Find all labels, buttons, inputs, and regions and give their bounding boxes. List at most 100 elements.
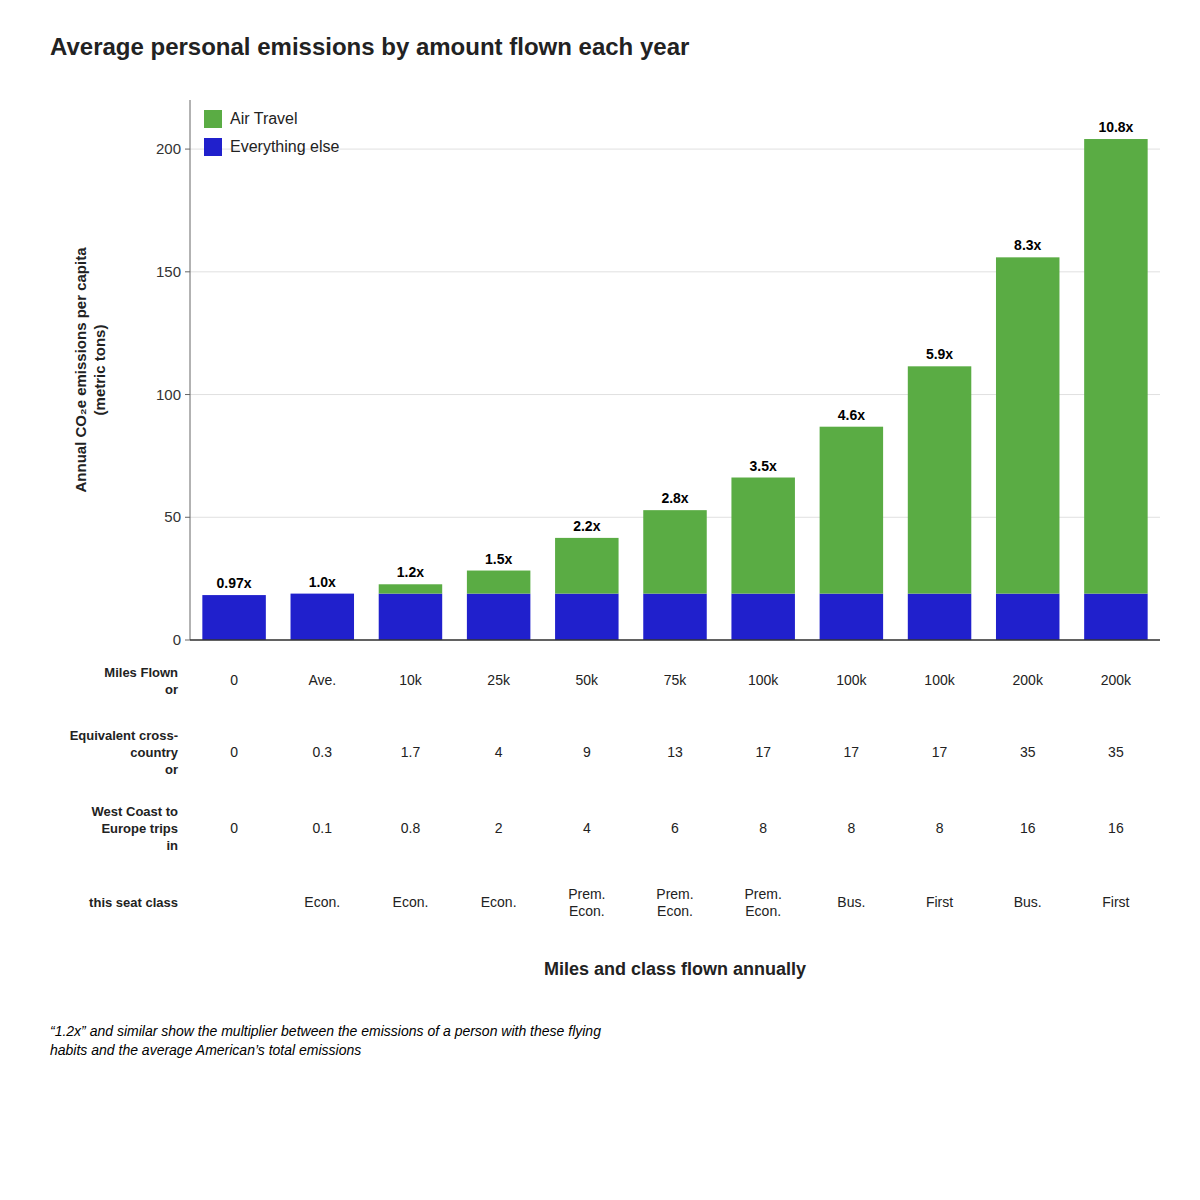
text-line: 35 [1020, 744, 1036, 760]
category-label: Ave. [308, 672, 336, 688]
text-line: in [166, 838, 178, 853]
bar-segment [643, 594, 706, 640]
bar-segment [379, 584, 442, 593]
bar-segment [820, 427, 883, 594]
category-label: 50k [576, 672, 600, 688]
bar-segment [731, 594, 794, 640]
text-line: 8 [936, 820, 944, 836]
table-cell: Bus. [837, 894, 865, 910]
x-axis [190, 639, 1160, 641]
text-line: 4 [583, 820, 591, 836]
text-line: 16 [1020, 820, 1036, 836]
table-cell: 16 [1020, 820, 1036, 836]
multiplier-label: 4.6x [838, 407, 865, 423]
bar-segment [996, 257, 1059, 593]
table-cell: 1.7 [401, 744, 421, 760]
multiplier-label: 1.5x [485, 551, 512, 567]
table: Miles Flownor0Ave.10k25k50k75k100k100k10… [70, 665, 1132, 919]
table-cell: 0 [230, 744, 238, 760]
legend: Air TravelEverything else [204, 110, 339, 156]
text-line: habits and the average American’s total … [50, 1042, 361, 1058]
table-cell: Econ. [304, 894, 340, 910]
y-axis [190, 100, 191, 640]
text-line: First [926, 894, 953, 910]
table-row-label: this seat class [89, 895, 178, 910]
tick-mark [185, 149, 190, 150]
table-cell: 16 [1108, 820, 1124, 836]
text-line: (metric tons) [91, 325, 108, 416]
category-label: 25k [487, 672, 511, 688]
bar-segment [908, 366, 971, 593]
table-cell: 13 [667, 744, 683, 760]
text-line: or [165, 762, 178, 777]
bar-segment [1084, 139, 1147, 594]
category-label: 0 [230, 672, 238, 688]
bars [202, 139, 1147, 640]
table-cell: First [926, 894, 953, 910]
bar-segment [202, 595, 265, 640]
multiplier-label: 2.2x [573, 518, 600, 534]
text-line: 0.1 [313, 820, 333, 836]
tick-mark [185, 271, 190, 272]
tick-mark [185, 394, 190, 395]
multiplier-label: 3.5x [750, 458, 777, 474]
text-line: 16 [1108, 820, 1124, 836]
table-cell: 0.3 [313, 744, 333, 760]
table-cell: 35 [1108, 744, 1124, 760]
text-line: Bus. [837, 894, 865, 910]
text-line: 0.8 [401, 820, 421, 836]
bar-segment [996, 594, 1059, 640]
table-cell: 0.1 [313, 820, 333, 836]
tick-label: 150 [156, 263, 181, 280]
text-line: 35 [1108, 744, 1124, 760]
table-cell: Prem.Econ. [656, 886, 693, 919]
tick-label: 100 [156, 386, 181, 403]
chart-root: Average personal emissions by amount flo… [0, 0, 1200, 1200]
text-line: Equivalent cross- [70, 728, 178, 743]
text-line: Miles Flown [104, 665, 178, 680]
text-line: Europe trips [101, 821, 178, 836]
text-line: 0 [230, 820, 238, 836]
legend-swatch [204, 138, 222, 156]
text-line: 1.7 [401, 744, 421, 760]
category-label: 200k [1013, 672, 1044, 688]
bar-segment [555, 594, 618, 640]
category-label: 100k [924, 672, 955, 688]
table-cell: 6 [671, 820, 679, 836]
bar-segment [555, 538, 618, 594]
table-cell: First [1102, 894, 1129, 910]
text-line: 8 [759, 820, 767, 836]
multiplier-label: 5.9x [926, 346, 953, 362]
table-cell: Prem.Econ. [745, 886, 782, 919]
table-row-label: Equivalent cross-country or [70, 728, 179, 777]
multiplier-label: 1.0x [309, 574, 336, 590]
table-cell: 17 [844, 744, 860, 760]
title: Average personal emissions by amount flo… [50, 33, 689, 60]
text-line: Annual CO₂e emissions per capita [72, 247, 89, 493]
x-label: Miles and class flown annually [544, 959, 806, 979]
text-line: Econ. [569, 903, 605, 919]
text-line: 2 [495, 820, 503, 836]
category-label: 75k [664, 672, 688, 688]
table-cell: Econ. [481, 894, 517, 910]
legend-label: Everything else [230, 138, 339, 155]
table-row-label: Miles Flownor [104, 665, 178, 697]
bar-segment [467, 571, 530, 594]
table-cell: 2 [495, 820, 503, 836]
text-line: Prem. [656, 886, 693, 902]
table-cell: 17 [755, 744, 771, 760]
text-line: country [130, 745, 178, 760]
text-line: Prem. [745, 886, 782, 902]
bar-segment [291, 594, 354, 640]
table-cell: Econ. [393, 894, 429, 910]
bar-segment [1084, 594, 1147, 640]
grid-line [190, 640, 1160, 641]
table-cell: 0 [230, 820, 238, 836]
text-line: 0 [230, 744, 238, 760]
text-line: 9 [583, 744, 591, 760]
text-line: Econ. [657, 903, 693, 919]
text-line: First [1102, 894, 1129, 910]
category-label: 100k [748, 672, 779, 688]
table-cell: 4 [495, 744, 503, 760]
legend-swatch [204, 110, 222, 128]
